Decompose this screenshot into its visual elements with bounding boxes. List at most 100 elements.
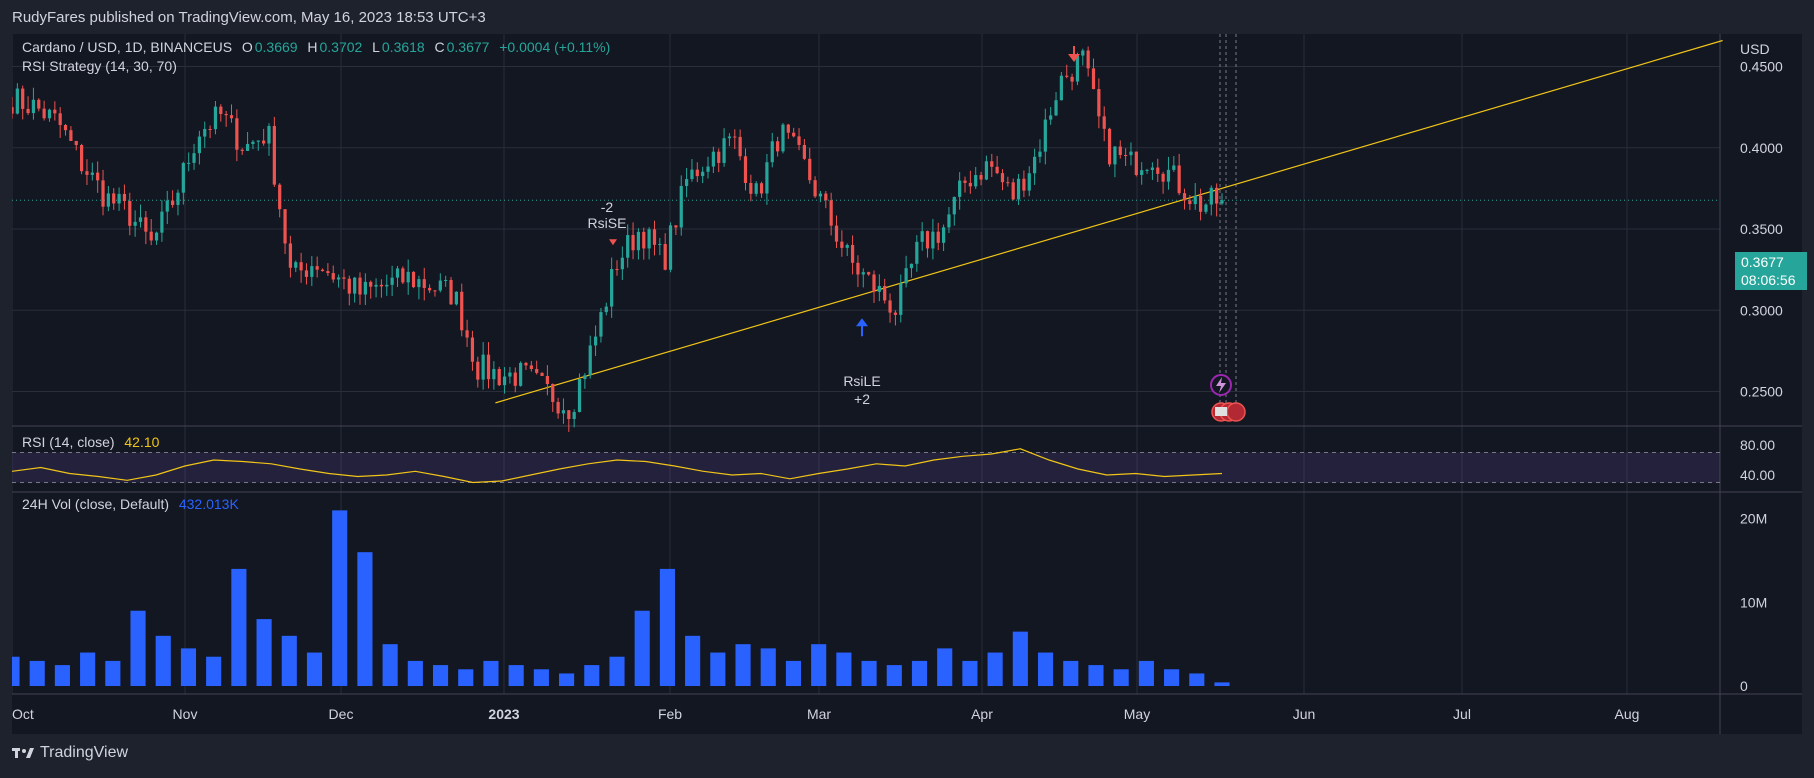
candle bbox=[743, 148, 748, 191]
candle-body bbox=[417, 279, 421, 288]
candle bbox=[229, 104, 234, 123]
candle bbox=[144, 211, 148, 245]
candle-body bbox=[53, 109, 57, 114]
candle-body bbox=[1209, 187, 1213, 205]
candle-body bbox=[171, 200, 175, 205]
candle-body bbox=[1124, 155, 1128, 157]
candle bbox=[513, 367, 517, 393]
candle-body bbox=[326, 271, 330, 274]
candle bbox=[652, 220, 657, 256]
time-tick-label: Dec bbox=[329, 706, 354, 722]
strategy-legend[interactable]: RSI Strategy (14, 30, 70) bbox=[22, 58, 177, 74]
time-tick-label: Mar bbox=[807, 706, 831, 722]
candle bbox=[1177, 153, 1181, 196]
candle bbox=[63, 124, 68, 136]
candle bbox=[824, 190, 828, 209]
candle bbox=[867, 271, 871, 276]
candle bbox=[733, 129, 737, 150]
price-tick-label: 0.3500 bbox=[1740, 221, 1783, 237]
candle-body bbox=[1043, 119, 1047, 152]
volume-bar bbox=[432, 665, 449, 686]
candle bbox=[1006, 176, 1010, 187]
low-value: 0.3618 bbox=[381, 39, 425, 55]
long-signal-label: RsiLE bbox=[843, 373, 880, 389]
time-tick-label: Jun bbox=[1293, 706, 1316, 722]
candle-body bbox=[684, 179, 689, 186]
candle bbox=[990, 153, 994, 177]
economic-event-icon bbox=[1226, 402, 1246, 422]
candle-body bbox=[21, 88, 25, 109]
volume-bar bbox=[1037, 652, 1054, 686]
volume-legend[interactable]: 24H Vol (close, Default) 432.013K bbox=[22, 496, 241, 512]
candle bbox=[920, 222, 924, 251]
rsi-legend[interactable]: RSI (14, close) 42.10 bbox=[22, 434, 161, 450]
candle-body bbox=[572, 411, 576, 420]
candle-body bbox=[1182, 193, 1187, 201]
candle bbox=[122, 184, 127, 210]
candle bbox=[47, 108, 52, 122]
candle bbox=[551, 383, 555, 412]
candle bbox=[331, 265, 335, 283]
candle-body bbox=[733, 136, 737, 138]
candle-body bbox=[759, 183, 764, 194]
candle-body bbox=[245, 143, 250, 151]
rsi-panel bbox=[12, 448, 1720, 484]
candle-body bbox=[1172, 165, 1176, 170]
volume-bar bbox=[407, 660, 423, 686]
chart-area[interactable]: USD 0.4500 0.4000 0.3500 0.3000 0.2500 80.00 40… bbox=[12, 34, 1807, 734]
candle bbox=[411, 271, 416, 289]
volume-bar bbox=[206, 656, 222, 686]
candle-body bbox=[342, 277, 346, 279]
candle bbox=[320, 268, 325, 272]
candle bbox=[358, 272, 362, 305]
candle bbox=[294, 260, 298, 273]
candle bbox=[15, 83, 19, 115]
candle bbox=[278, 183, 282, 218]
candle-body bbox=[12, 107, 14, 114]
candle bbox=[658, 237, 662, 256]
candle bbox=[984, 155, 989, 181]
long-signal-arrow-icon bbox=[856, 318, 868, 327]
candle-body bbox=[593, 336, 598, 346]
candle-body bbox=[540, 372, 544, 376]
chart-canvas[interactable]: USD 0.4500 0.4000 0.3500 0.3000 0.2500 80.00 40… bbox=[12, 34, 1802, 734]
candle-body bbox=[449, 280, 453, 305]
volume-bar bbox=[1063, 660, 1079, 686]
candle bbox=[1065, 64, 1069, 79]
candle bbox=[567, 410, 571, 432]
candle bbox=[395, 265, 400, 287]
volume-bar bbox=[29, 660, 45, 686]
candle-body bbox=[1145, 169, 1149, 171]
candle bbox=[171, 190, 175, 208]
high-label: H bbox=[307, 39, 318, 55]
candles bbox=[12, 46, 1224, 432]
candle-body bbox=[850, 245, 855, 263]
candle-body bbox=[519, 362, 523, 386]
candle-body bbox=[422, 279, 426, 288]
candle bbox=[1091, 58, 1096, 90]
footer-brand[interactable]: TradingView bbox=[40, 744, 129, 761]
candle bbox=[101, 169, 105, 216]
peak-arrow-icon bbox=[1068, 54, 1080, 62]
candle bbox=[561, 398, 566, 424]
candle bbox=[519, 361, 523, 387]
candle bbox=[524, 361, 528, 371]
tradingview-logo-icon bbox=[12, 748, 34, 758]
volume-bar bbox=[105, 660, 121, 686]
candle-body bbox=[722, 138, 726, 163]
candle-body bbox=[1000, 173, 1005, 183]
symbol-title[interactable]: Cardano / USD, 1D, BINANCEUS bbox=[22, 39, 233, 55]
candle-body bbox=[1118, 146, 1122, 156]
candle bbox=[1166, 156, 1171, 190]
candle-body bbox=[979, 175, 983, 180]
event-icons bbox=[1210, 374, 1246, 422]
grid bbox=[12, 34, 1802, 734]
candle-body bbox=[1177, 165, 1181, 194]
candle bbox=[74, 140, 78, 151]
candle bbox=[1075, 52, 1080, 86]
volume-bar bbox=[811, 644, 827, 686]
support-trendline bbox=[495, 39, 1723, 404]
candle bbox=[936, 222, 940, 251]
candle-body bbox=[154, 232, 159, 241]
candle bbox=[326, 263, 330, 276]
